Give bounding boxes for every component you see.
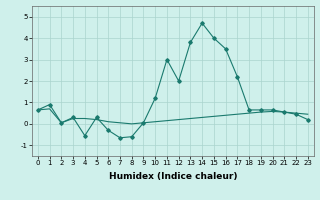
X-axis label: Humidex (Indice chaleur): Humidex (Indice chaleur): [108, 172, 237, 181]
